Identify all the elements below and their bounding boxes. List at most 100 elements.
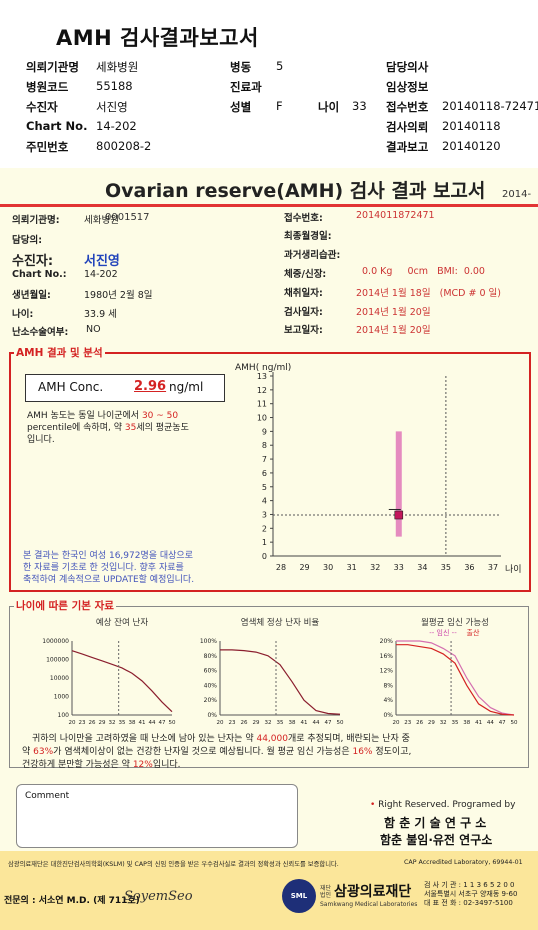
- comment-label: Comment: [25, 791, 70, 801]
- field-value: 0.0 Kg 0cm BMI: 0.00: [362, 266, 485, 277]
- x-tick-label: 35: [452, 720, 459, 726]
- header-label: 결과보고: [386, 140, 429, 154]
- y-tick-label: 2: [262, 524, 267, 533]
- y-tick-label: 0%: [207, 712, 217, 719]
- header-label: 담당의사: [386, 60, 429, 74]
- pregnancy-value: 16%: [352, 747, 373, 757]
- basic-section-title: 나이에 따른 기본 자료: [14, 598, 116, 613]
- report-title-text: Ovarian reserve(AMH) 검사 결과 보고서: [105, 180, 486, 202]
- amh-conc-unit: ng/ml: [169, 380, 204, 394]
- page-title: AMH 검사결과보고서: [56, 26, 259, 50]
- field-label: 최종월경일:: [284, 231, 332, 242]
- summary-text: 정도이고,: [375, 747, 412, 757]
- x-tick-label: 37: [488, 563, 498, 572]
- header-label: 접수번호: [386, 100, 429, 114]
- amh-equivalent-age: 35: [124, 423, 137, 433]
- x-tick-label: 50: [337, 720, 344, 726]
- y-tick-label: 0: [262, 552, 267, 561]
- amh-desc-text: AMH 농도는 동일 나이군에서: [27, 411, 140, 421]
- header-value: 14-202: [96, 119, 137, 133]
- y-tick-label: 8: [262, 441, 267, 450]
- pregnancy-chance-chart: 월평균 임신 가능성-- 임신 -- 출산 20% 16% 12% 8% 4% 0%20 23 2…: [380, 617, 518, 726]
- x-tick-label: 41: [301, 720, 308, 726]
- sml-logo: SML: [282, 879, 316, 913]
- y-tick-label: 100000: [46, 657, 69, 664]
- field-value: 2014년 1월 20일: [356, 325, 431, 336]
- header-label: Chart No.: [26, 119, 88, 133]
- x-tick-label: 50: [169, 720, 176, 726]
- y-tick-label: 5: [262, 483, 267, 492]
- report-title: Ovarian reserve(AMH) 검사 결과 보고서 2014-0001…: [105, 176, 538, 225]
- amh-note-line: 한 자료를 기초로 한 것입니다. 향후 자료를: [23, 563, 184, 573]
- amh-desc-text: 세의 평균농도: [136, 423, 189, 433]
- legend-label: -- 임신 --: [429, 628, 457, 637]
- x-tick-label: 32: [265, 720, 272, 726]
- header-value: 5: [276, 59, 284, 73]
- field-value: 2014년 1월 18일 (MCD # 0 일): [356, 288, 501, 299]
- field-label: 난소수술여부:: [12, 327, 69, 338]
- summary-text: 가 염색체이상이 없는 건강한 난자일 것으로 예상됩니다. 월 평균 임신 가…: [53, 747, 350, 757]
- header-label: 검사의뢰: [386, 120, 429, 134]
- field-label: 의뢰기관명:: [12, 215, 60, 226]
- x-tick-label: 20: [393, 720, 400, 726]
- org-tel: 대 표 전 화 : 02-3497-5100: [424, 899, 513, 907]
- x-tick-label: 26: [416, 720, 423, 726]
- x-tick-label: 38: [289, 720, 296, 726]
- x-tick-label: 47: [325, 720, 332, 726]
- y-tick-label: 60%: [204, 668, 218, 675]
- chart-title: 염색체 정상 난자 비율: [241, 617, 320, 628]
- summary-text: 귀하의 나이만을 고려하였을 때 난소에 남아 있는 난자는 약: [32, 734, 254, 744]
- y-tick-label: 11: [257, 400, 267, 409]
- normal-value: 63%: [33, 747, 54, 757]
- y-tick-label: 1000: [54, 694, 69, 701]
- doctor-name: 전문의 : 서소연 M.D. (제 711호): [4, 896, 140, 906]
- x-tick-label: 32: [109, 720, 116, 726]
- x-tick-label: 29: [299, 563, 309, 572]
- header-value: 20140118: [442, 119, 501, 133]
- series-line: [396, 644, 515, 716]
- x-tick-label: 29: [99, 720, 106, 726]
- report-number: 2014-0001517: [105, 189, 532, 223]
- x-tick-label: 50: [511, 720, 518, 726]
- x-tick-label: 29: [428, 720, 435, 726]
- amh-conc-box: AMH Conc. 2.96 ng/ml: [25, 374, 225, 402]
- patient-name: 서진영: [84, 254, 120, 269]
- series-line: [71, 650, 173, 713]
- x-tick-label: 26: [241, 720, 248, 726]
- y-tick-label: 20%: [204, 697, 218, 704]
- y-tick-label: 100%: [200, 638, 217, 645]
- y-tick-label: 3: [262, 510, 267, 519]
- series-line: [220, 649, 341, 715]
- field-label: 체중/신장:: [284, 269, 327, 280]
- y-tick-label: 20%: [380, 638, 394, 645]
- cap-accreditation: CAP Accredited Laboratory, 69944-01: [404, 859, 523, 866]
- x-tick-label: 41: [475, 720, 482, 726]
- field-value: NO: [86, 324, 101, 335]
- amh-percentile-range: 30 ~ 50: [141, 411, 179, 421]
- x-tick-label: 38: [129, 720, 136, 726]
- x-tick-label: 44: [149, 720, 156, 726]
- x-tick-label: 30: [323, 563, 333, 572]
- normal-egg-ratio-chart: 염색체 정상 난자 비율 100% 80% 60% 40% 20% 0%20 23 26 29 32…: [200, 617, 344, 726]
- patient-marker: [394, 510, 404, 520]
- amh-note-line: 축적하여 계속적으로 UPDATE할 예정입니다.: [23, 575, 195, 585]
- org-small-label: 재단법인: [320, 885, 332, 899]
- x-tick-label: 23: [229, 720, 236, 726]
- amh-description: AMH 농도는 동일 나이군에서 30 ~ 50 percentile에 속하며…: [27, 410, 227, 446]
- header-value: 세화병원: [96, 60, 139, 74]
- header-label: 수진자: [26, 100, 58, 114]
- x-tick-label: 23: [79, 720, 86, 726]
- field-label: 접수번호:: [284, 213, 323, 224]
- eggs-value: 44,000: [256, 734, 288, 744]
- field-label: 나이:: [12, 309, 34, 320]
- summary-text: 약: [22, 747, 31, 757]
- x-tick-label: 20: [69, 720, 76, 726]
- y-tick-label: 12: [257, 386, 267, 395]
- basic-data-box: 예상 잔여 난자 1000000 100000 10000 1000 100 20 23 26 2…: [9, 606, 529, 770]
- field-value: 세화병원: [84, 215, 119, 226]
- y-tick-label: 1000000: [42, 638, 69, 645]
- summary-text: 입니다.: [152, 760, 181, 770]
- amh-conc-label: AMH Conc.: [38, 380, 104, 394]
